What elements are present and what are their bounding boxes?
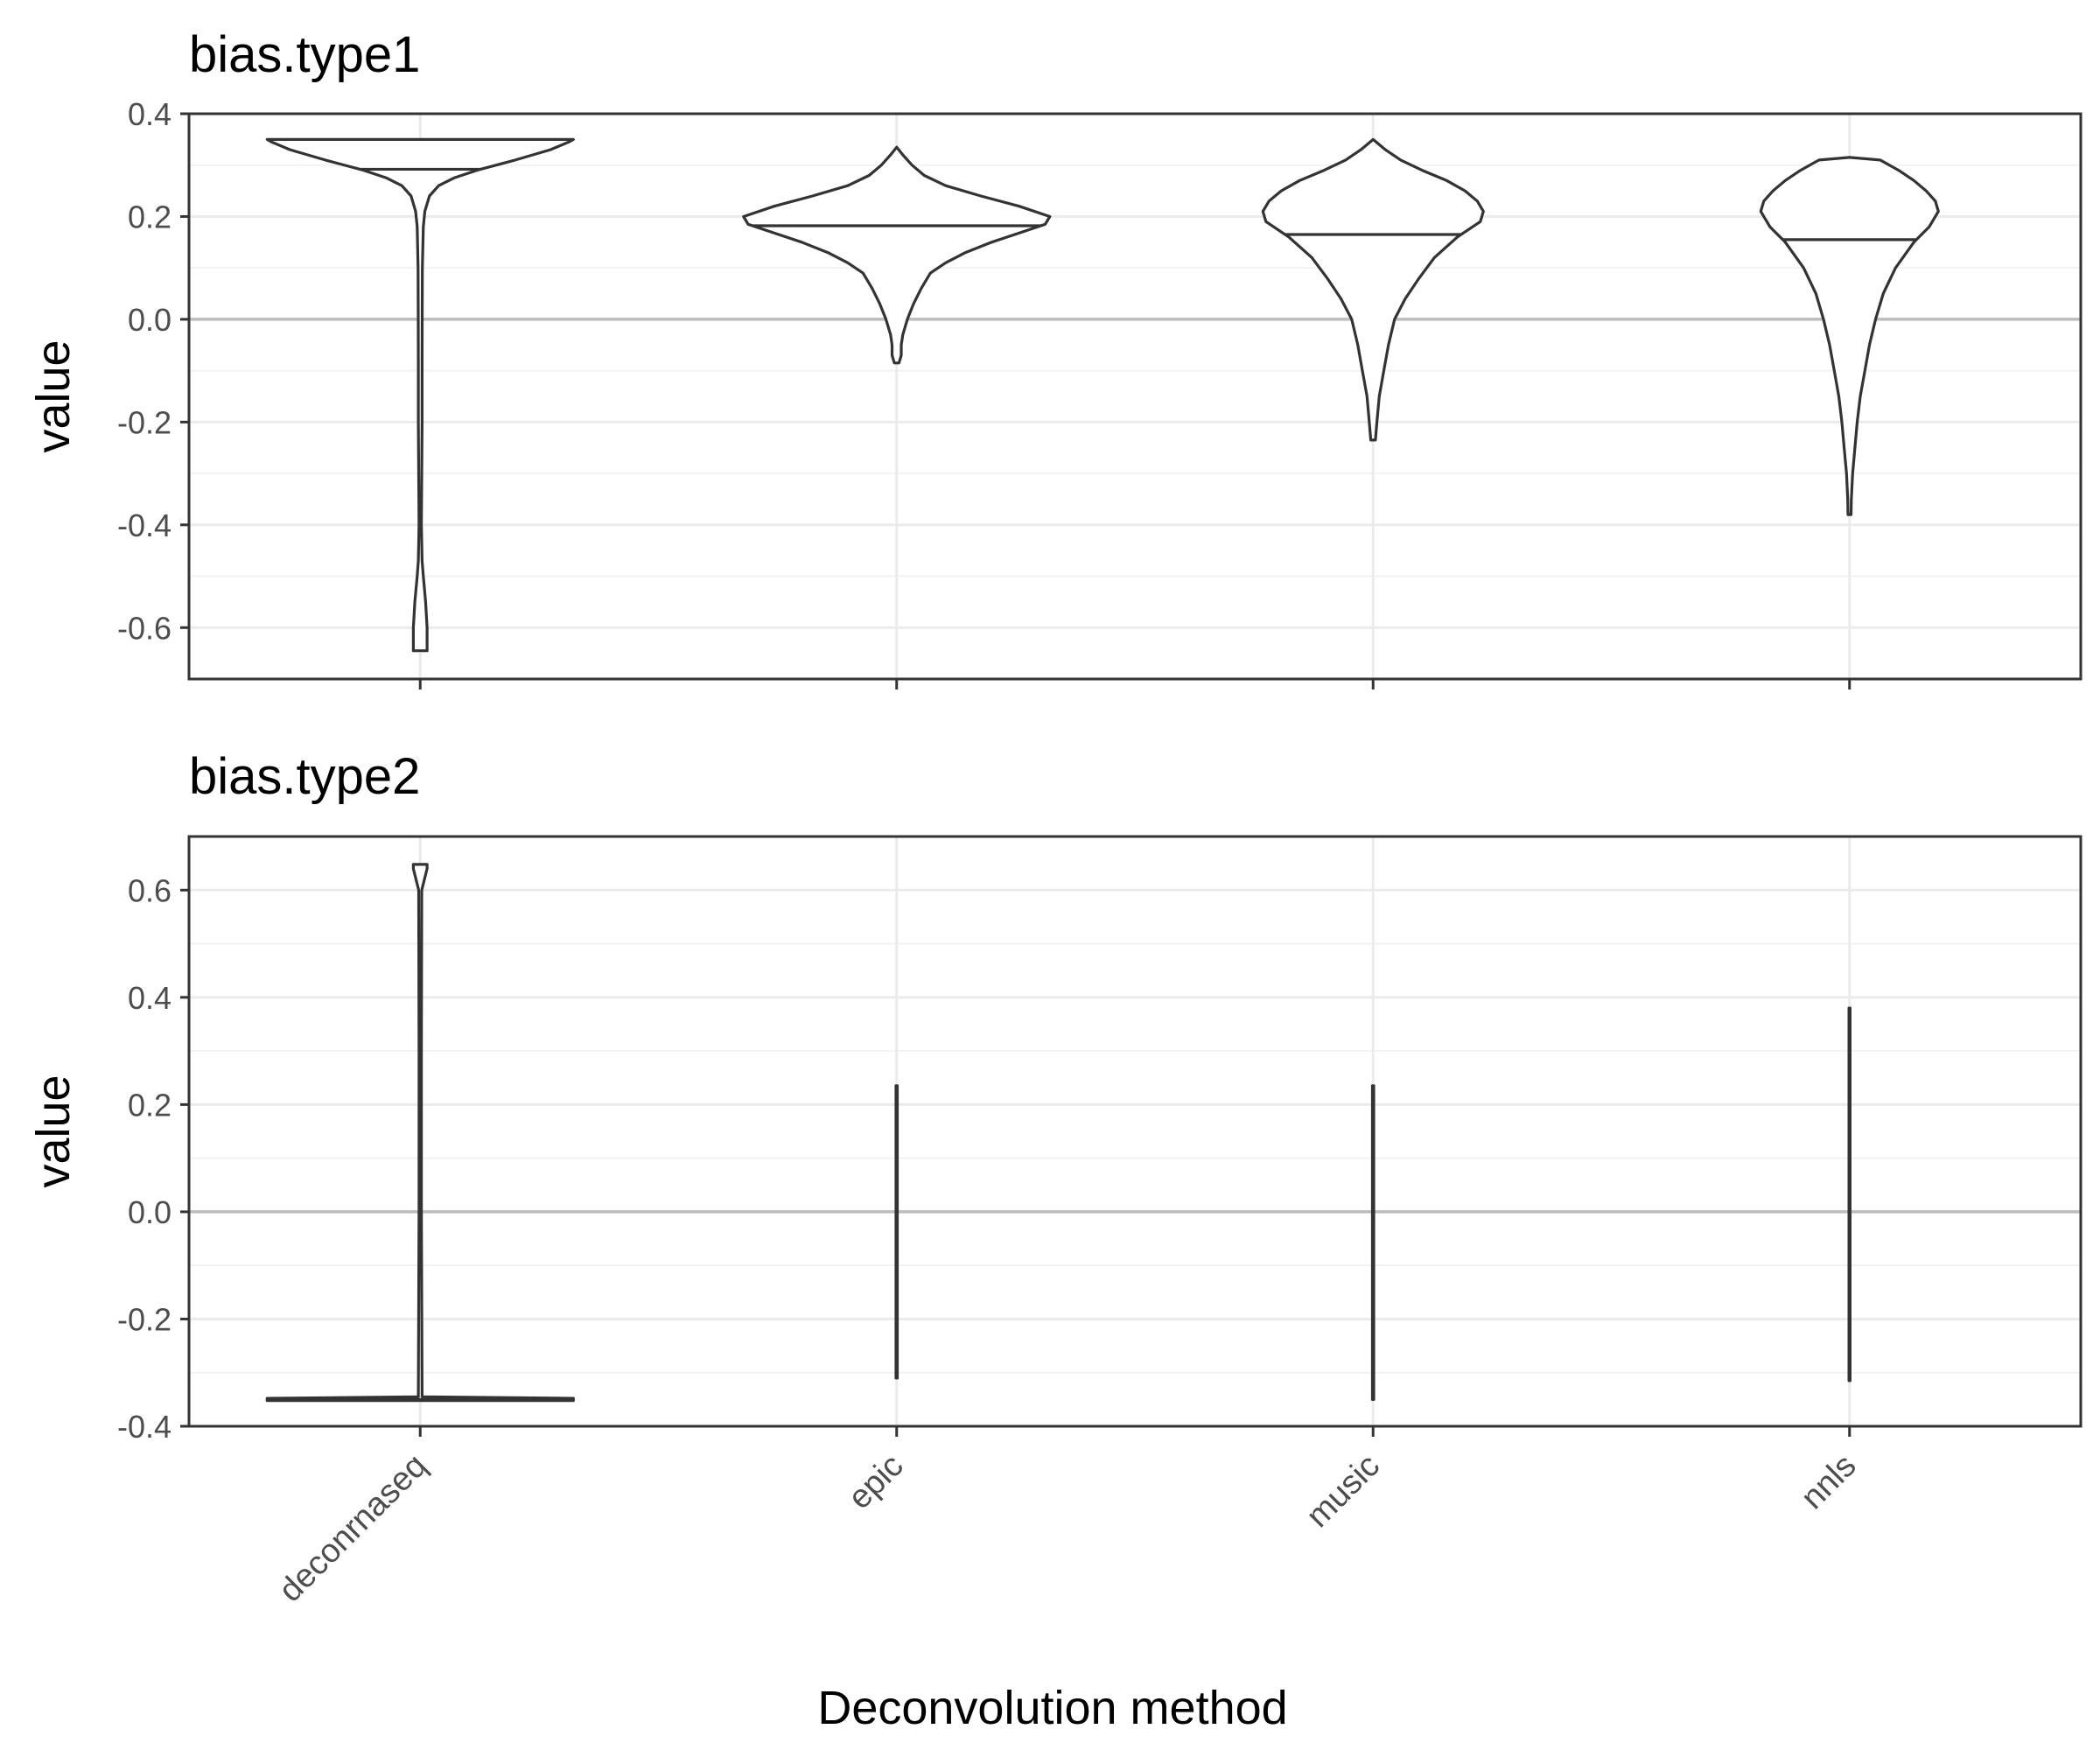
violin-deconrnaseq [265, 137, 575, 653]
violin-shape-music [1370, 1084, 1376, 1401]
y-axis-title: value [27, 340, 80, 452]
panel-title: bias.type2 [189, 748, 420, 805]
violin-shape-epic [742, 145, 1052, 365]
violin-shape-deconrnaseq [265, 137, 575, 653]
violin-shape-deconrnaseq [265, 863, 575, 1403]
y-tick-label: 0.2 [128, 199, 172, 234]
y-tick-label: 0.2 [128, 1087, 172, 1123]
panel-border [187, 835, 2082, 1428]
violin-shape-epic [894, 1084, 900, 1380]
violin-music [1261, 137, 1485, 442]
violin-epic [894, 1084, 900, 1380]
y-tick-label: 0.6 [128, 872, 172, 908]
violin-shape-music [1261, 137, 1485, 442]
y-tick-label: -0.4 [117, 508, 172, 543]
y-tick-label: 0.0 [128, 1194, 172, 1230]
x-tick-label-music: music [1299, 1447, 1387, 1535]
x-axis-title: Deconvolution method [817, 1682, 1287, 1734]
y-tick-label: -0.4 [117, 1409, 172, 1445]
violin-shape-nnls [1847, 1006, 1852, 1382]
y-tick-label: 0.0 [128, 302, 172, 338]
violin-nnls [1847, 1006, 1852, 1382]
x-tick-label-deconrnaseq: deconrnaseq [272, 1447, 434, 1609]
panels: 0.40.20.0-0.2-0.4-0.6bias.type1value0.60… [27, 26, 2082, 1609]
panel-1: 0.4 0.2 0.0 -0.2 -0.4 -0.6 bias.type1 value [27, 26, 2082, 690]
y-tick-label: 0.4 [128, 980, 172, 1016]
x-tick-label-epic: epic [842, 1447, 911, 1516]
y-tick-label: -0.2 [117, 1301, 172, 1337]
plot-background [189, 836, 2081, 1426]
y-tick-label: 0.4 [128, 96, 172, 132]
violin-nnls [1759, 156, 1940, 516]
violin-deconrnaseq [265, 863, 575, 1403]
panel-border [187, 112, 2082, 681]
violin-shape-nnls [1759, 156, 1940, 516]
panel-2: 0.6 0.4 0.2 0.0 -0.2 -0.4 deconrnaseq epic music… [27, 748, 2082, 1609]
y-tick-label: -0.6 [117, 610, 172, 646]
y-axis-title: value [27, 1074, 80, 1187]
violin-epic [742, 145, 1052, 365]
violin-music [1370, 1084, 1376, 1401]
panel-title: bias.type1 [189, 26, 420, 83]
y-tick-label: -0.2 [117, 404, 172, 440]
x-tick-label-nnls: nnls [1795, 1447, 1864, 1516]
